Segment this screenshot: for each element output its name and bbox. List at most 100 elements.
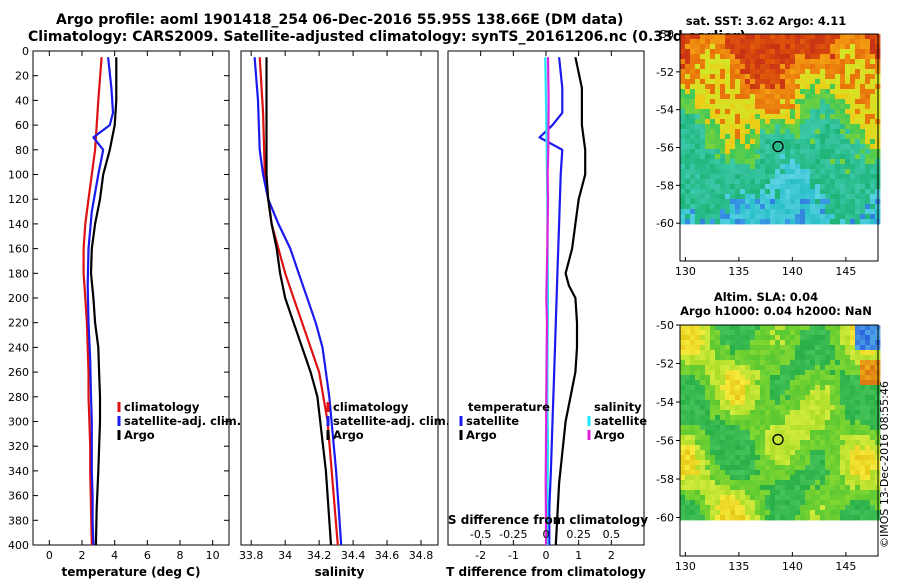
sla_map-heatmap-cell	[790, 365, 796, 371]
sst_map-heatmap-cell	[855, 199, 861, 205]
sla_map-heatmap-cell	[765, 490, 771, 496]
sla_map-heatmap-cell	[780, 405, 786, 411]
sst_map-heatmap-cell	[695, 89, 701, 95]
sst_map-heatmap-cell	[815, 134, 821, 140]
sst_map-heatmap-cell	[765, 144, 771, 150]
sst_map-heatmap-cell	[700, 139, 706, 145]
sla_map-heatmap-cell	[870, 340, 876, 346]
sst_map-heatmap-cell	[860, 69, 866, 75]
sst_map-heatmap-cell	[790, 139, 796, 145]
sst_map-heatmap-cell	[725, 164, 731, 170]
sst_map-heatmap-cell	[775, 49, 781, 55]
sla_map-heatmap-cell	[830, 515, 836, 521]
sla_map-heatmap-cell	[770, 340, 776, 346]
sla_map-heatmap-cell	[720, 415, 726, 421]
sst_map-heatmap-cell	[830, 69, 836, 75]
sla_map-heatmap-cell	[680, 335, 686, 341]
sla_map-heatmap-cell	[865, 360, 871, 366]
sla_map-heatmap-cell	[830, 420, 836, 426]
sla_map-heatmap-cell	[750, 340, 756, 346]
sst_map-heatmap-cell	[715, 154, 721, 160]
sst_map-heatmap-cell	[780, 114, 786, 120]
sst_map-heatmap-cell	[800, 204, 806, 210]
sla_map-heatmap-cell	[775, 425, 781, 431]
sst_map-heatmap-cell	[790, 89, 796, 95]
sla_map-heatmap-cell	[720, 480, 726, 486]
sst_map-heatmap-cell	[790, 109, 796, 115]
sla_map-heatmap-cell	[695, 340, 701, 346]
sst_map-heatmap-cell	[705, 39, 711, 45]
sla_map-heatmap-cell	[865, 395, 871, 401]
sla_map-heatmap-cell	[720, 340, 726, 346]
sla_map-heatmap-cell	[780, 490, 786, 496]
sst_map-heatmap-cell	[715, 214, 721, 220]
sla_map-heatmap-cell	[810, 380, 816, 386]
sla_map-heatmap-cell	[715, 515, 721, 521]
sla_map-heatmap-cell	[710, 500, 716, 506]
sla_map-heatmap-cell	[830, 360, 836, 366]
sla_map-heatmap-cell	[785, 380, 791, 386]
sst_map-heatmap-cell	[705, 109, 711, 115]
sla_map-heatmap-cell	[740, 425, 746, 431]
sst_map-heatmap-cell	[835, 44, 841, 50]
sla_map-heatmap-cell	[780, 330, 786, 336]
sla_map-heatmap-cell	[790, 360, 796, 366]
temperature-xtick-label: 2	[79, 549, 86, 562]
sla_map-heatmap-cell	[760, 405, 766, 411]
sla_map-heatmap-cell	[755, 445, 761, 451]
sst_map-heatmap-cell	[850, 74, 856, 80]
sst_map-heatmap-cell	[870, 139, 876, 145]
sla_map-heatmap-cell	[750, 335, 756, 341]
sst_map-heatmap-cell	[825, 74, 831, 80]
sla_map-heatmap-cell	[790, 405, 796, 411]
sla_map-heatmap-cell	[855, 415, 861, 421]
sla_map-heatmap-cell	[730, 360, 736, 366]
temperature-ytick-label: 120	[8, 193, 29, 206]
sla_map-heatmap-cell	[825, 350, 831, 356]
sla_map-heatmap-cell	[740, 330, 746, 336]
sst_map-heatmap-cell	[705, 144, 711, 150]
sst_map-heatmap-cell	[835, 49, 841, 55]
sst_map-heatmap-cell	[770, 159, 776, 165]
sst_map-heatmap-cell	[730, 79, 736, 85]
sla_map-heatmap-cell	[765, 475, 771, 481]
sst_map-heatmap-cell	[870, 144, 876, 150]
sla_map-heatmap-cell	[715, 505, 721, 511]
sla_map-heatmap-cell	[805, 425, 811, 431]
sst_map-heatmap-cell	[855, 39, 861, 45]
sla_map-heatmap-cell	[855, 395, 861, 401]
sst_map-heatmap-cell	[850, 154, 856, 160]
sst_map-heatmap-cell	[705, 64, 711, 70]
sst_map-heatmap-cell	[835, 99, 841, 105]
sla_map-heatmap-cell	[760, 375, 766, 381]
sst_map-heatmap-cell	[695, 129, 701, 135]
sla_map-heatmap-cell	[740, 405, 746, 411]
sst_map-heatmap-cell	[795, 119, 801, 125]
sst_map-heatmap-cell	[785, 124, 791, 130]
sla_map-heatmap-cell	[715, 410, 721, 416]
sst_map-heatmap-cell	[735, 84, 741, 90]
sst_map-heatmap-cell	[715, 74, 721, 80]
sla_map-heatmap-cell	[775, 475, 781, 481]
sla_map-heatmap-cell	[845, 400, 851, 406]
sla_map-heatmap-cell	[775, 380, 781, 386]
sla_map-heatmap-cell	[685, 375, 691, 381]
sla_map-heatmap-cell	[725, 415, 731, 421]
sla_map-heatmap-cell	[845, 465, 851, 471]
sla_map-heatmap-cell	[700, 430, 706, 436]
sst_map-heatmap-cell	[765, 214, 771, 220]
sla_map-heatmap-cell	[750, 370, 756, 376]
sst_map-heatmap-cell	[855, 214, 861, 220]
sla_map-heatmap-cell	[760, 505, 766, 511]
sst_map-heatmap-cell	[835, 104, 841, 110]
sla_map-heatmap-cell	[760, 500, 766, 506]
sst_map-heatmap-cell	[730, 64, 736, 70]
sst_map-heatmap-cell	[855, 69, 861, 75]
sla_map-heatmap-cell	[790, 420, 796, 426]
sla_map-heatmap-cell	[685, 440, 691, 446]
sst_map-heatmap-cell	[765, 219, 771, 225]
sst_map-heatmap-cell	[775, 164, 781, 170]
sst_map-heatmap-cell	[740, 79, 746, 85]
sla_map-heatmap-cell	[695, 505, 701, 511]
